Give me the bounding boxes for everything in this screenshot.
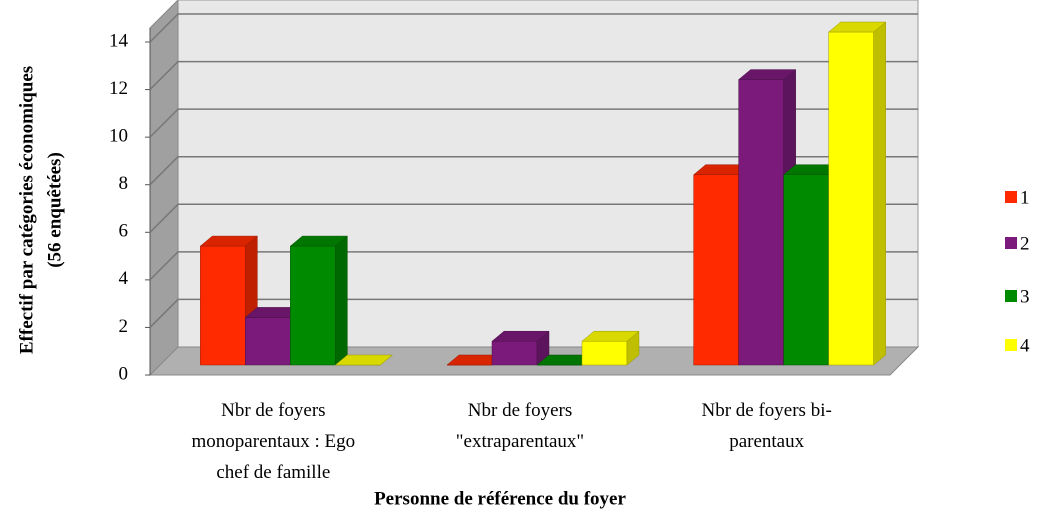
bar-face bbox=[289, 235, 349, 247]
bar-face bbox=[581, 340, 628, 366]
grid-line bbox=[149, 251, 918, 281]
y-tick-label: 6 bbox=[119, 221, 129, 242]
bar-face bbox=[581, 330, 640, 342]
y-axis-title: (56 enquêtées) bbox=[44, 152, 65, 268]
bar-face bbox=[199, 235, 259, 247]
bar-face bbox=[334, 354, 394, 366]
grid-line bbox=[149, 298, 918, 328]
bar-face bbox=[737, 69, 797, 80]
bar bbox=[581, 330, 640, 366]
bar-face bbox=[827, 21, 887, 33]
bar-face bbox=[828, 31, 874, 366]
legend-label: 2 bbox=[1020, 233, 1030, 254]
x-tick-label: Nbr de foyers monoparentaux : Ego chef d… bbox=[191, 400, 356, 483]
legend-swatch bbox=[1005, 290, 1017, 302]
legend-label: 1 bbox=[1020, 187, 1030, 208]
side-wall bbox=[149, 0, 179, 377]
grid-line bbox=[149, 155, 918, 186]
legend-swatch bbox=[1005, 237, 1017, 249]
y-tick-label: 0 bbox=[119, 363, 129, 384]
y-tick-label: 14 bbox=[109, 30, 129, 51]
y-tick-label: 2 bbox=[119, 316, 129, 337]
bar-face bbox=[693, 174, 739, 366]
bar-face bbox=[738, 79, 784, 366]
bar bbox=[491, 330, 550, 366]
x-tick-label: Nbr de foyers "extraparentaux" bbox=[455, 400, 585, 452]
grid-line bbox=[149, 203, 918, 233]
grid-line bbox=[149, 108, 918, 138]
bar-face bbox=[335, 235, 348, 366]
bar-face bbox=[873, 21, 886, 366]
legend-label: 3 bbox=[1020, 286, 1030, 307]
legend-label: 4 bbox=[1020, 335, 1030, 356]
y-axis-title: Effectif par catégories économiques bbox=[16, 66, 37, 354]
bar-face bbox=[290, 245, 336, 366]
bar-face bbox=[783, 174, 829, 366]
bar-face bbox=[491, 330, 550, 342]
y-tick-label: 10 bbox=[109, 126, 128, 147]
bar-face bbox=[200, 245, 246, 366]
grid-line bbox=[149, 60, 918, 91]
x-axis-title: Personne de référence du foyer bbox=[374, 488, 626, 509]
bar-face bbox=[245, 317, 291, 366]
grid-line bbox=[149, 13, 918, 43]
y-tick-label: 12 bbox=[109, 78, 128, 99]
x-tick-label: Nbr de foyers bi-parentaux bbox=[701, 400, 832, 452]
bar bbox=[289, 235, 349, 366]
y-tick-label: 8 bbox=[119, 173, 129, 194]
y-tick-label: 4 bbox=[119, 268, 129, 289]
bar bbox=[334, 354, 394, 366]
legend-swatch bbox=[1005, 191, 1017, 203]
legend-swatch bbox=[1005, 339, 1017, 351]
bar-face bbox=[491, 340, 538, 366]
bar bbox=[827, 21, 887, 366]
